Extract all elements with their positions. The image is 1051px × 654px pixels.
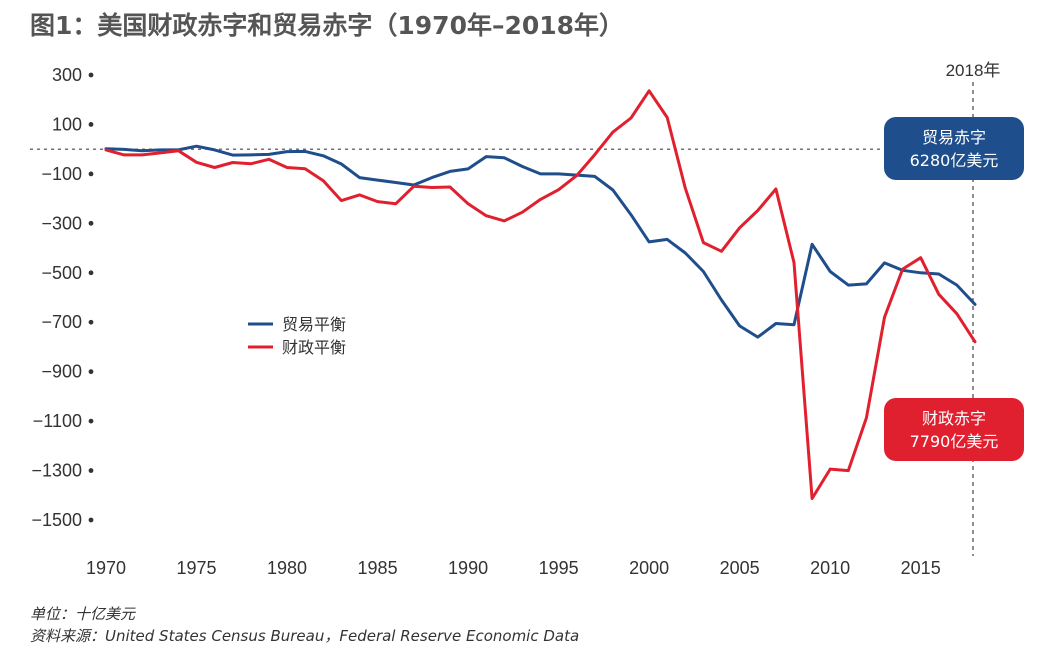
y-tick-dot xyxy=(88,122,94,127)
y-tick-dot xyxy=(88,220,94,226)
source-note: 资料来源：United States Census Bureau，Federal… xyxy=(30,627,580,645)
series-line-trade-balance xyxy=(104,144,977,339)
chart-title: 图1：美国财政赤字和贸易赤字（1970年–2018年） xyxy=(30,11,625,40)
y-tick-label: 100 xyxy=(52,114,82,134)
x-tick-label: 2000 xyxy=(629,558,669,578)
x-tick-label: 1975 xyxy=(176,558,216,578)
trade-deficit-callout: 贸易赤字 6280亿美元 xyxy=(884,117,1024,180)
trade-callout-value: 6280亿美元 xyxy=(910,151,999,170)
y-axis: 300 100 −100 −300 −500 −700 −900 −1100 −1300 −150… xyxy=(31,65,94,530)
legend-label-trade: 贸易平衡 xyxy=(282,315,346,334)
y-tick-label: −1500 xyxy=(31,510,82,530)
series-line-fiscal-balance xyxy=(104,89,977,500)
x-tick-label: 1980 xyxy=(267,558,307,578)
legend: 贸易平衡 财政平衡 xyxy=(248,315,346,357)
y-tick-label: −1100 xyxy=(33,411,82,431)
y-tick-dot xyxy=(88,270,94,276)
y-tick-dot xyxy=(88,468,94,473)
trade-callout-box xyxy=(884,117,1024,180)
x-tick-label: 2005 xyxy=(720,558,760,578)
y-tick-label: −500 xyxy=(41,263,82,283)
y-tick-label: −1300 xyxy=(31,461,82,481)
y-tick-dot xyxy=(88,418,94,424)
x-tick-label: 1995 xyxy=(539,558,579,578)
y-tick-label: 300 xyxy=(52,65,82,85)
fiscal-callout-value: 7790亿美元 xyxy=(910,432,999,451)
y-tick-dot xyxy=(88,72,94,78)
x-tick-label: 1990 xyxy=(448,558,488,578)
y-tick-label: −900 xyxy=(41,362,82,382)
x-tick-label: 2010 xyxy=(810,558,850,578)
y-tick-dot xyxy=(88,369,94,375)
trade-callout-title: 贸易赤字 xyxy=(922,128,986,147)
year-marker-label: 2018年 xyxy=(946,61,1001,80)
x-tick-label: 1985 xyxy=(358,558,398,578)
y-tick-dot xyxy=(88,517,94,523)
x-axis: 1970 1975 1980 1985 1990 1995 2000 2005 2010 2015 xyxy=(86,558,941,578)
fiscal-deficit-callout: 财政赤字 7790亿美元 xyxy=(884,398,1024,461)
y-tick-dot xyxy=(88,171,94,177)
y-tick-dot xyxy=(88,319,94,325)
unit-note: 单位：十亿美元 xyxy=(30,605,136,623)
fiscal-callout-title: 财政赤字 xyxy=(922,409,986,428)
x-tick-label: 1970 xyxy=(86,558,126,578)
fiscal-callout-box xyxy=(884,398,1024,461)
legend-label-fiscal: 财政平衡 xyxy=(282,338,346,357)
y-tick-label: −700 xyxy=(41,312,82,332)
y-tick-label: −300 xyxy=(41,213,82,233)
x-tick-label: 2015 xyxy=(901,558,941,578)
y-tick-label: −100 xyxy=(41,164,82,184)
